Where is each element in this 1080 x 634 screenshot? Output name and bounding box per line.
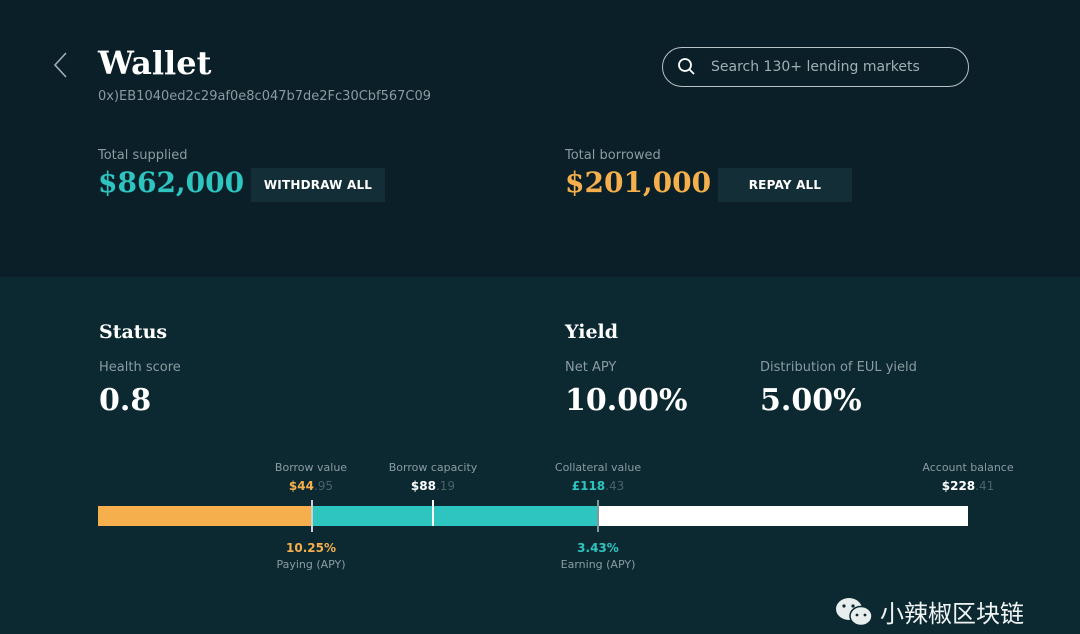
borrow-segment [98, 506, 312, 526]
collateral-value-label: Collateral value [554, 461, 642, 474]
borrow-capacity-label: Borrow capacity [388, 461, 478, 474]
health-score-label: Health score [99, 360, 181, 375]
page-title: Wallet [98, 44, 212, 82]
balance-segment [598, 506, 968, 526]
collateral-value-marker [597, 500, 599, 532]
net-apy-label: Net APY [565, 360, 617, 375]
wechat-icon [836, 597, 873, 626]
total-borrowed-label: Total borrowed [565, 148, 661, 163]
wallet-header-panel [0, 0, 1080, 277]
account-balance-amount: $228.41 [941, 479, 995, 493]
paying-apy-value: 10.25% [286, 541, 336, 555]
total-supplied-value: $862,000 [98, 166, 245, 199]
status-heading: Status [99, 321, 168, 343]
borrow-value-amount: $44.95 [288, 479, 334, 493]
borrow-capacity-amount: $88.19 [410, 479, 456, 493]
borrow-capacity-marker [432, 500, 434, 526]
watermark: 小辣椒区块链 [834, 594, 1024, 629]
paying-apy-label: Paying (APY) [276, 558, 346, 571]
account-balance-label: Account balance [922, 461, 1014, 474]
total-supplied-label: Total supplied [98, 148, 188, 163]
watermark-text: 小辣椒区块链 [880, 600, 1024, 628]
yield-heading: Yield [565, 321, 619, 343]
health-score-value: 0.8 [99, 383, 152, 418]
search-placeholder: Search 130+ lending markets [711, 59, 920, 75]
collateral-segment [312, 506, 598, 526]
search-icon [678, 58, 695, 75]
back-button[interactable] [50, 50, 72, 80]
net-apy-value: 10.00% [565, 383, 688, 418]
collateral-value-amount: £118.43 [571, 479, 625, 493]
borrow-value-marker [311, 500, 313, 532]
wallet-address: 0x)EB1040ed2c29af0e8c047b7de2Fc30Cbf567C… [98, 89, 432, 104]
withdraw-all-button[interactable]: WITHDRAW ALL [251, 168, 385, 202]
repay-all-button[interactable]: REPAY ALL [718, 168, 852, 202]
search-input[interactable]: Search 130+ lending markets [662, 47, 969, 87]
eul-yield-label: Distribution of EUL yield [760, 360, 917, 375]
chevron-left-icon [53, 52, 67, 78]
borrow-value-label: Borrow value [274, 461, 348, 474]
earning-apy-value: 3.43% [577, 541, 619, 555]
total-borrowed-value: $201,000 [565, 166, 712, 199]
earning-apy-label: Earning (APY) [560, 558, 636, 571]
eul-yield-value: 5.00% [760, 383, 862, 418]
